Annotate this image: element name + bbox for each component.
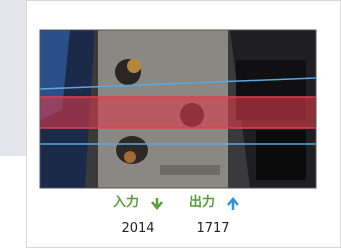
in-label: 入力 xyxy=(113,194,139,210)
in-count: 2014 xyxy=(121,221,154,236)
side-panel xyxy=(0,0,26,156)
out-label: 出力 xyxy=(189,194,215,210)
counter-widget: 入力 出力 2014 1717 xyxy=(0,0,341,248)
camera-view xyxy=(40,30,316,188)
out-count: 1717 xyxy=(196,221,229,236)
